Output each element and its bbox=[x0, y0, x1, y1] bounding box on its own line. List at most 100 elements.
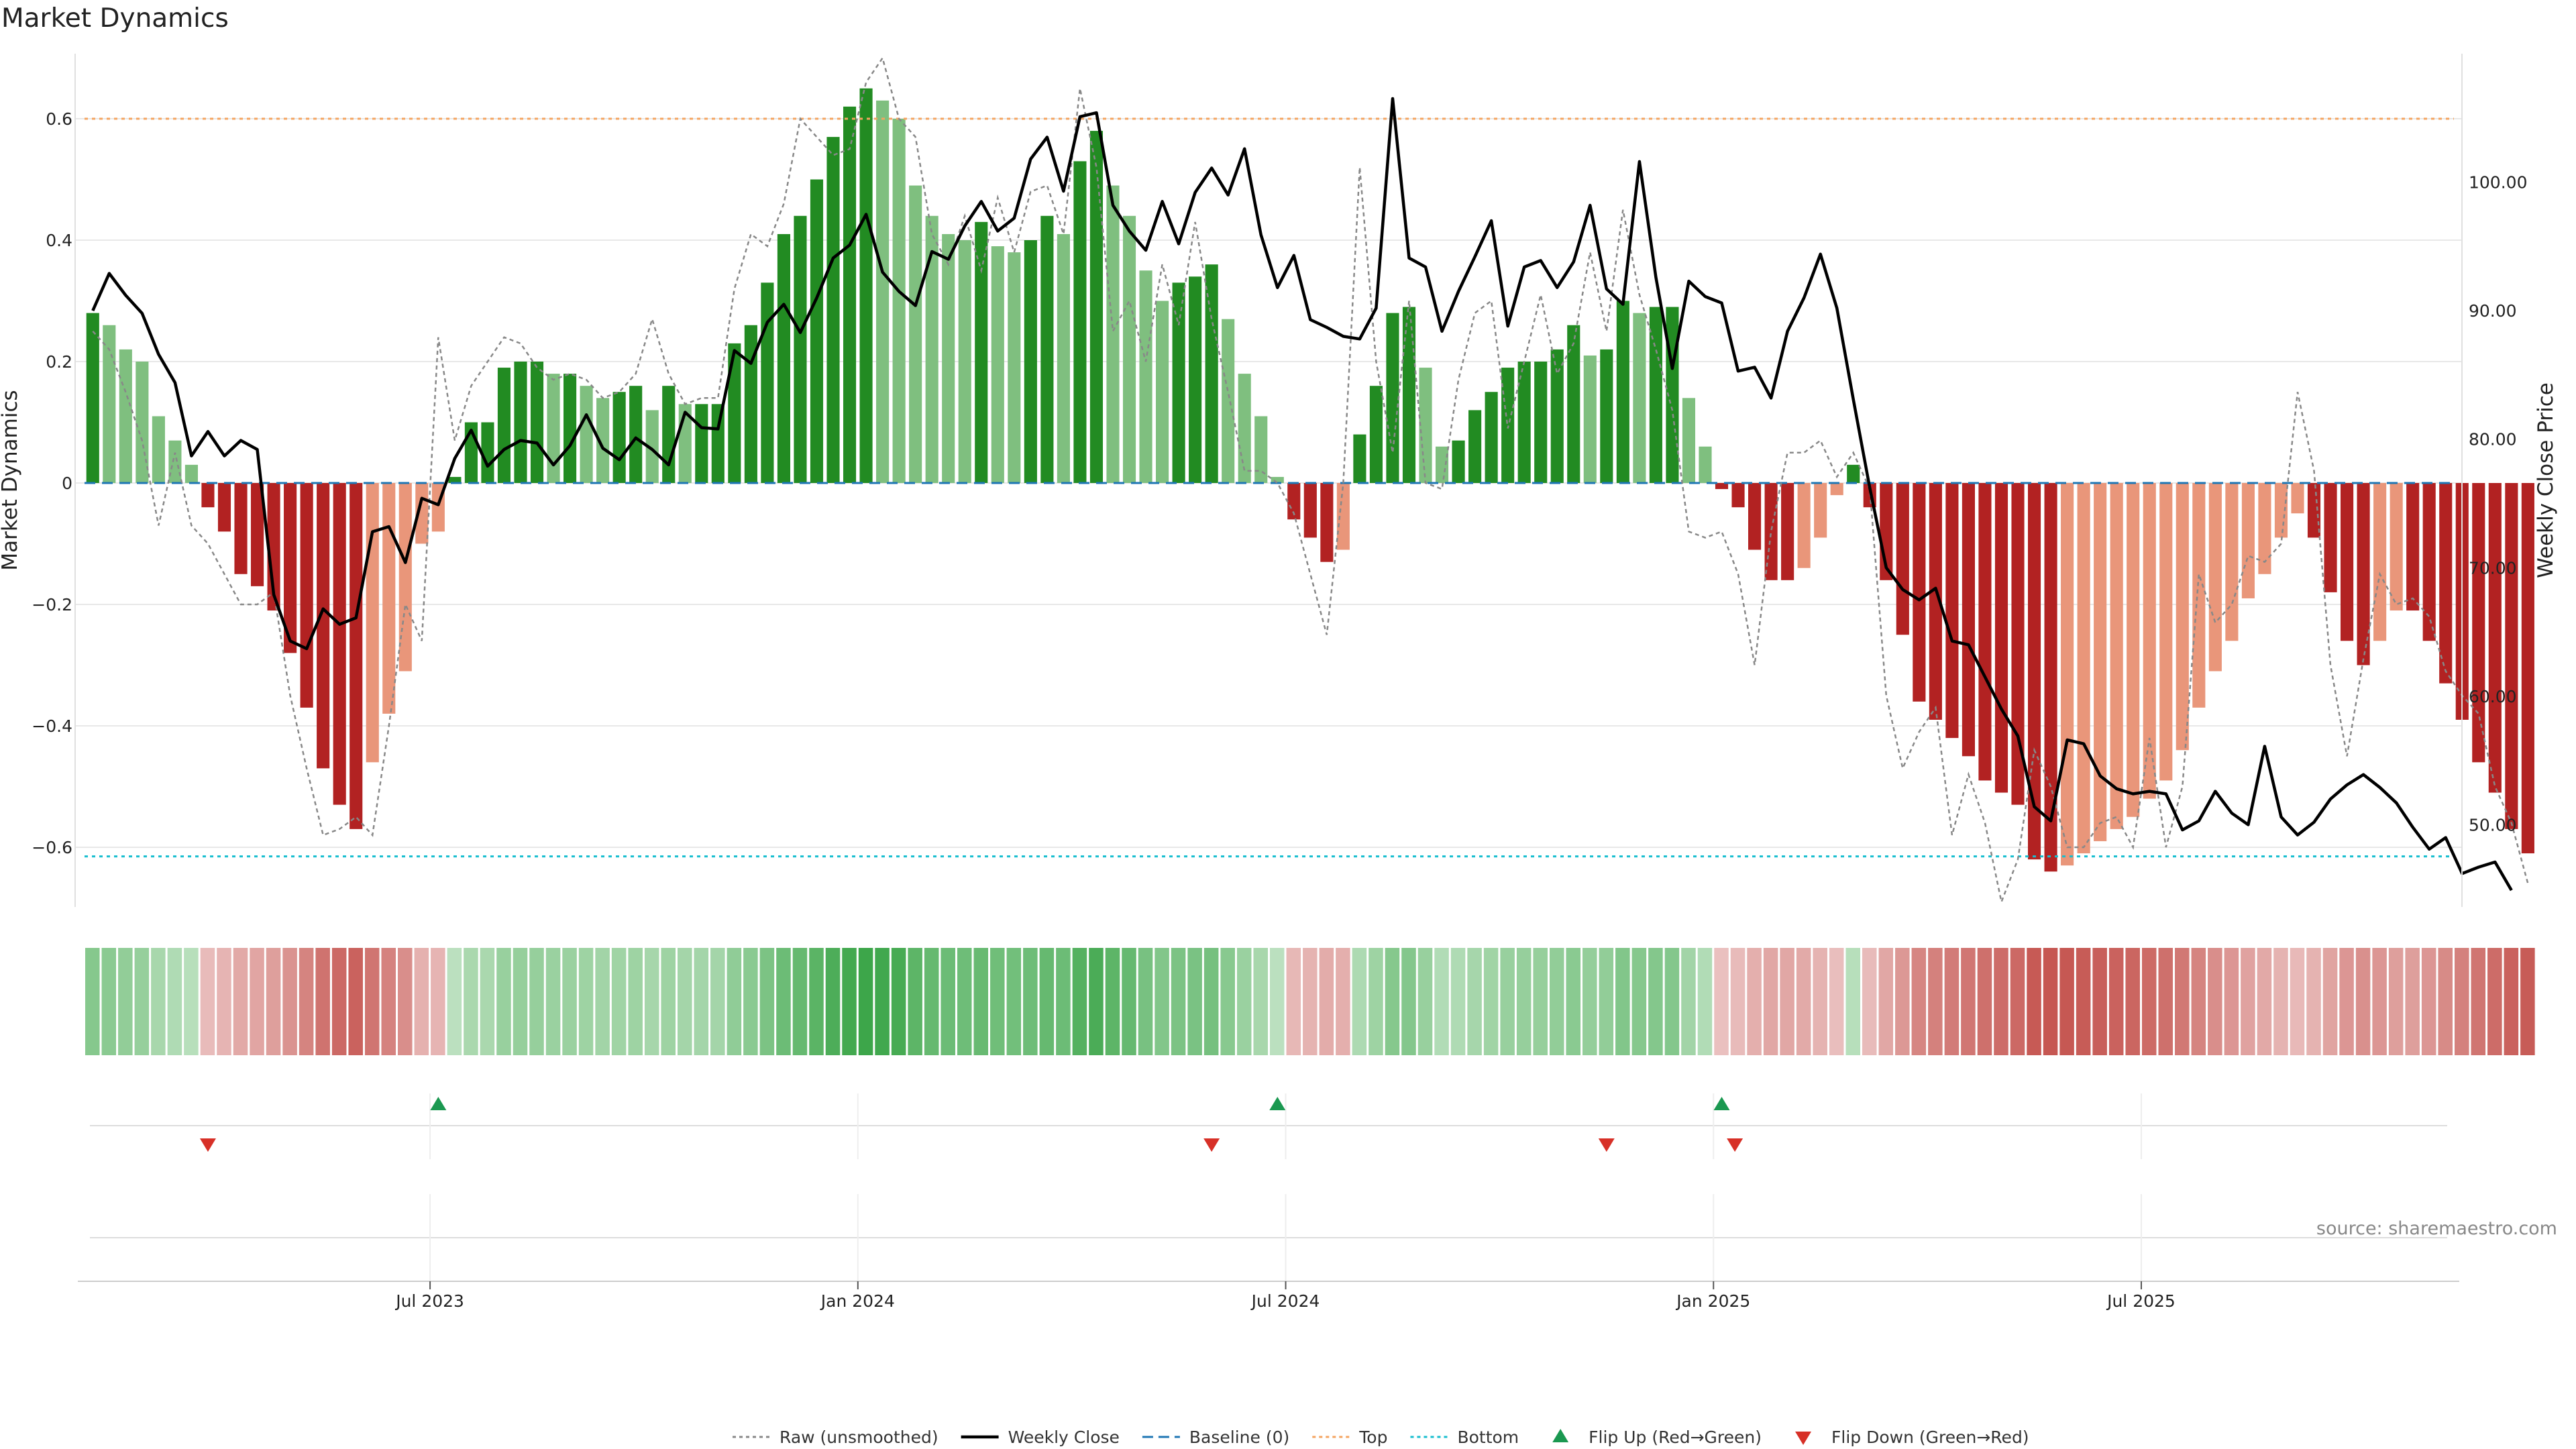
strip-cell bbox=[1417, 948, 1433, 1055]
strip-cell bbox=[2191, 948, 2206, 1055]
strip-cell bbox=[644, 948, 659, 1055]
strip-cell bbox=[1039, 948, 1055, 1055]
strip-cell bbox=[2273, 948, 2288, 1055]
strip-cell bbox=[1056, 948, 1071, 1055]
strip-cell bbox=[2108, 948, 2124, 1055]
strip-cell bbox=[1434, 948, 1449, 1055]
dynamics-bar bbox=[1205, 264, 1218, 483]
raw-unsmoothed-line bbox=[92, 56, 2529, 905]
strip-cell bbox=[1236, 948, 1252, 1055]
strip-cell bbox=[1105, 948, 1120, 1055]
strip-cell bbox=[480, 948, 495, 1055]
dynamics-bar bbox=[1238, 374, 1251, 483]
dynamics-bar bbox=[1600, 349, 1613, 483]
dynamics-bar bbox=[1994, 483, 2008, 793]
dynamics-bar bbox=[1781, 483, 1794, 580]
strip-cell bbox=[1566, 948, 1581, 1055]
dynamics-bar bbox=[2011, 483, 2025, 805]
strip-cell bbox=[2208, 948, 2222, 1055]
dynamics-bar bbox=[1057, 233, 1070, 483]
dynamics-bar bbox=[152, 416, 165, 483]
dynamics-bar bbox=[1156, 301, 1169, 483]
dynamics-bar bbox=[958, 240, 971, 483]
strip-cell bbox=[250, 948, 264, 1055]
strip-cell bbox=[1138, 948, 1153, 1055]
dynamics-bar bbox=[1452, 440, 1465, 483]
strip-cell bbox=[661, 948, 676, 1055]
dynamics-bar bbox=[810, 179, 824, 483]
strip-cell bbox=[118, 948, 133, 1055]
strip-cell bbox=[2355, 948, 2371, 1055]
strip-cell bbox=[1714, 948, 1729, 1055]
strip-cell bbox=[299, 948, 314, 1055]
dynamics-bar bbox=[1287, 483, 1301, 520]
strip-cell bbox=[809, 948, 824, 1055]
strip-cell bbox=[1829, 948, 1844, 1055]
strip-cell bbox=[1944, 948, 1960, 1055]
dynamics-bar bbox=[564, 374, 577, 483]
dynamics-bar bbox=[547, 374, 560, 483]
dynamics-bar bbox=[1929, 483, 1942, 720]
strip-cell bbox=[233, 948, 248, 1055]
dynamics-bar bbox=[1106, 185, 1120, 483]
strip-cell bbox=[2059, 948, 2074, 1055]
dynamics-bar bbox=[217, 483, 231, 532]
dynamics-bar bbox=[728, 343, 741, 483]
strip-cell bbox=[1483, 948, 1499, 1055]
strip-cell bbox=[1368, 948, 1383, 1055]
strip-cell bbox=[759, 948, 775, 1055]
strip-cell bbox=[2455, 948, 2469, 1055]
strip-cell bbox=[1648, 948, 1663, 1055]
dynamics-bar bbox=[2422, 483, 2436, 641]
dynamics-bar bbox=[2324, 483, 2337, 592]
dynamics-bar bbox=[843, 106, 857, 483]
strip-cell bbox=[2224, 948, 2239, 1055]
right-tick-label: 70.00 bbox=[2469, 558, 2517, 578]
strip-cell bbox=[282, 948, 297, 1055]
strip-cell bbox=[2388, 948, 2404, 1055]
strip-cell bbox=[513, 948, 528, 1055]
dynamics-bar bbox=[1978, 483, 1992, 781]
strip-cell bbox=[628, 948, 643, 1055]
strip-cell bbox=[908, 948, 922, 1055]
strip-cell bbox=[2043, 948, 2058, 1055]
strip-cell bbox=[1319, 948, 1334, 1055]
strip-cell bbox=[1467, 948, 1482, 1055]
strip-cell bbox=[2241, 948, 2255, 1055]
dynamics-bar bbox=[2521, 483, 2534, 854]
dynamics-bar bbox=[1303, 483, 1317, 538]
dynamics-bar bbox=[1008, 252, 1021, 483]
dynamics-bar bbox=[1962, 483, 1975, 757]
right-tick-label: 100.00 bbox=[2469, 173, 2527, 193]
dynamics-bar bbox=[2274, 483, 2288, 538]
dynamics-bar bbox=[744, 325, 757, 483]
strip-cell bbox=[776, 948, 791, 1055]
dynamics-bar bbox=[1913, 483, 1926, 702]
dynamics-bar bbox=[1089, 131, 1104, 484]
dynamics-bar bbox=[366, 483, 379, 763]
strip-cell bbox=[990, 948, 1005, 1055]
strip-cell bbox=[825, 948, 841, 1055]
strip-cell bbox=[529, 948, 544, 1055]
strip-cell bbox=[447, 948, 462, 1055]
dynamics-bar bbox=[991, 246, 1004, 483]
strip-cell bbox=[2306, 948, 2321, 1055]
strip-cell bbox=[2125, 948, 2140, 1055]
strip-cell bbox=[184, 948, 199, 1055]
strip-cell bbox=[611, 948, 627, 1055]
strip-cell bbox=[2175, 948, 2190, 1055]
dynamics-bar bbox=[925, 215, 938, 483]
strip-cell bbox=[1928, 948, 1943, 1055]
dynamics-bar bbox=[201, 483, 215, 508]
weekly-close-line bbox=[91, 97, 2513, 892]
strip-cell bbox=[414, 948, 429, 1055]
right-tick-label: 60.00 bbox=[2469, 687, 2517, 706]
dynamics-bar bbox=[942, 233, 955, 483]
strip-cell bbox=[2010, 948, 2025, 1055]
dynamics-bar bbox=[2390, 483, 2403, 611]
strip-cell bbox=[1631, 948, 1647, 1055]
strip-cell bbox=[2141, 948, 2157, 1055]
dynamics-bar bbox=[1830, 483, 1843, 496]
flip-down-marker bbox=[1727, 1138, 1743, 1152]
